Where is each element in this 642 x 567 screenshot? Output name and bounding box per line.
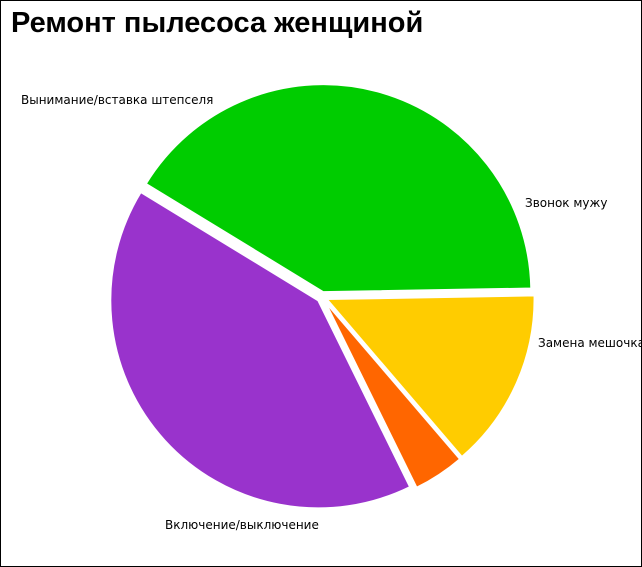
pie-slice [324, 294, 536, 459]
slice-label: Включение/выключение [165, 518, 319, 532]
pie-slice [323, 300, 462, 490]
slice-label: Замена мешочка [538, 336, 641, 350]
pie-slice [144, 83, 533, 294]
pie-slice [109, 190, 412, 510]
slice-label: Звонок мужу [525, 196, 607, 210]
chart-title: Ремонт пылесоса женщиной [11, 7, 424, 39]
slice-label: Вынимание/вставка штепселя [21, 93, 213, 107]
